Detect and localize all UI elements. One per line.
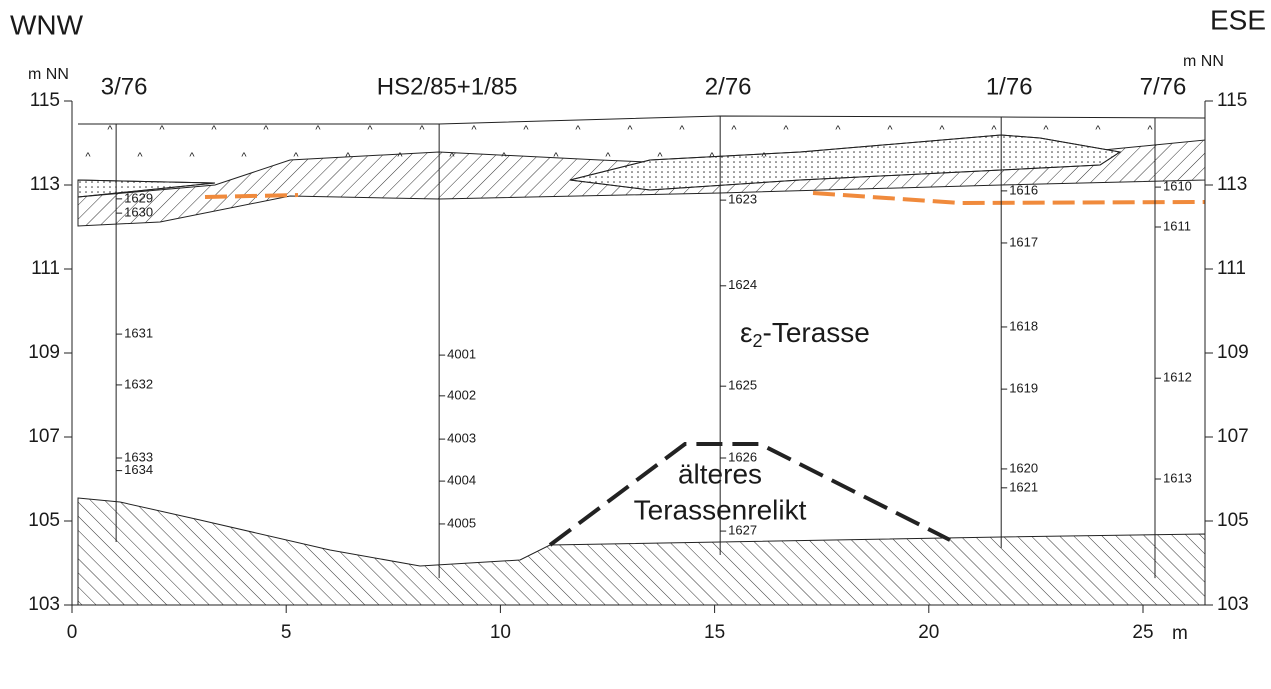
caret: ^: [679, 124, 685, 136]
y2-tick-label: 111: [1217, 258, 1246, 279]
terrace-symbol: ε: [740, 317, 752, 348]
sample-label: 1618: [1009, 318, 1038, 333]
caret: ^: [397, 151, 403, 163]
sample-label: 1626: [728, 449, 757, 464]
y2-tick-label: 105: [1217, 510, 1249, 531]
caret: ^: [1095, 124, 1101, 136]
caret: ^: [189, 151, 195, 163]
y-axis-label: m NN: [28, 66, 69, 83]
caret: ^: [627, 124, 633, 136]
caret: ^: [835, 124, 841, 136]
direction-right: ESE: [1210, 4, 1266, 35]
caret: ^: [709, 151, 715, 163]
sample-label: 1617: [1009, 234, 1038, 249]
sample-label: 1619: [1009, 381, 1038, 396]
caret: ^: [1147, 124, 1153, 136]
caret: ^: [1043, 124, 1049, 136]
caret: ^: [107, 124, 113, 136]
x-tick-label: 0: [67, 622, 78, 643]
borehole-name: 2/76: [705, 73, 752, 100]
caret: ^: [263, 124, 269, 136]
caret: ^: [887, 124, 893, 136]
sample-label: 4004: [447, 473, 476, 488]
y2-tick-label: 115: [1217, 90, 1247, 111]
caret: ^: [501, 151, 507, 163]
caret: ^: [783, 124, 789, 136]
caret: ^: [523, 124, 529, 136]
x-axis-label: m: [1172, 623, 1188, 644]
caret: ^: [293, 151, 299, 163]
x-tick-label: 5: [281, 622, 292, 643]
sample-label: 1621: [1009, 479, 1038, 494]
sample-label: 1634: [124, 462, 153, 477]
y2-tick-label: 113: [1217, 174, 1247, 195]
sample-label: 1613: [1163, 470, 1192, 485]
y-tick-label: 107: [28, 426, 60, 447]
caret: ^: [315, 124, 321, 136]
sample-label: 1616: [1009, 182, 1038, 197]
terrace-label: ε2-Terasse: [740, 317, 870, 350]
orange-boundary: [205, 195, 298, 197]
sample-label: 4003: [447, 431, 476, 446]
borehole-name: 7/76: [1140, 73, 1187, 100]
y-tick-label: 113: [30, 174, 60, 195]
caret: ^: [605, 151, 611, 163]
sample-label: 1630: [124, 205, 153, 220]
sample-label: 1620: [1009, 460, 1038, 475]
caret: ^: [761, 151, 767, 163]
terrace-text: -Terasse: [763, 317, 870, 348]
sample-label: 1610: [1163, 179, 1192, 194]
cross-section: ^^^^^^^^^^^^^^^^^^^^^^^^^^^^^^^^^^^ WNW …: [0, 0, 1271, 689]
x-tick-label: 10: [490, 622, 511, 643]
direction-left: WNW: [10, 9, 84, 40]
sample-label: 1611: [1163, 218, 1191, 233]
y-tick-label: 109: [28, 342, 60, 363]
caret: ^: [731, 124, 737, 136]
caret: ^: [449, 151, 455, 163]
terrace-subscript: 2: [752, 331, 762, 351]
y-tick-label: 103: [28, 594, 60, 615]
caret: ^: [575, 124, 581, 136]
caret: ^: [159, 124, 165, 136]
sample-label: 4002: [447, 387, 476, 402]
y2-tick-label: 103: [1217, 594, 1249, 615]
caret: ^: [419, 124, 425, 136]
y-tick-label: 115: [30, 90, 60, 111]
sample-label: 1632: [124, 376, 153, 391]
sample-label: 1629: [124, 190, 153, 205]
y-tick-label: 111: [31, 258, 60, 279]
y-tick-label: 105: [28, 510, 60, 531]
caret: ^: [345, 151, 351, 163]
caret: ^: [939, 124, 945, 136]
sample-label: 1627: [728, 523, 757, 538]
surface: [78, 116, 1205, 124]
sample-label: 1623: [728, 192, 757, 207]
sample-label: 1624: [728, 277, 757, 292]
caret: ^: [211, 124, 217, 136]
borehole-name: HS2/85+1/85: [377, 73, 518, 100]
caret: ^: [471, 124, 477, 136]
x-tick-label: 25: [1132, 622, 1153, 643]
y2-axis-label: m NN: [1183, 53, 1224, 70]
x-tick-label: 15: [704, 622, 725, 643]
caret: ^: [991, 124, 997, 136]
x-tick-label: 20: [918, 622, 939, 643]
caret: ^: [85, 151, 91, 163]
sample-label: 1625: [728, 378, 757, 393]
sample-label: 4005: [447, 515, 476, 530]
caret: ^: [241, 151, 247, 163]
y2-tick-label: 107: [1217, 426, 1249, 447]
caret: ^: [367, 124, 373, 136]
y2-tick-label: 109: [1217, 342, 1249, 363]
borehole-name: 1/76: [986, 73, 1033, 100]
caret: ^: [137, 151, 143, 163]
borehole-name: 3/76: [101, 73, 148, 100]
caret: ^: [657, 151, 663, 163]
sample-label: 1612: [1163, 370, 1192, 385]
caret: ^: [553, 151, 559, 163]
sample-label: 4001: [447, 347, 476, 362]
sample-label: 1631: [124, 326, 153, 341]
